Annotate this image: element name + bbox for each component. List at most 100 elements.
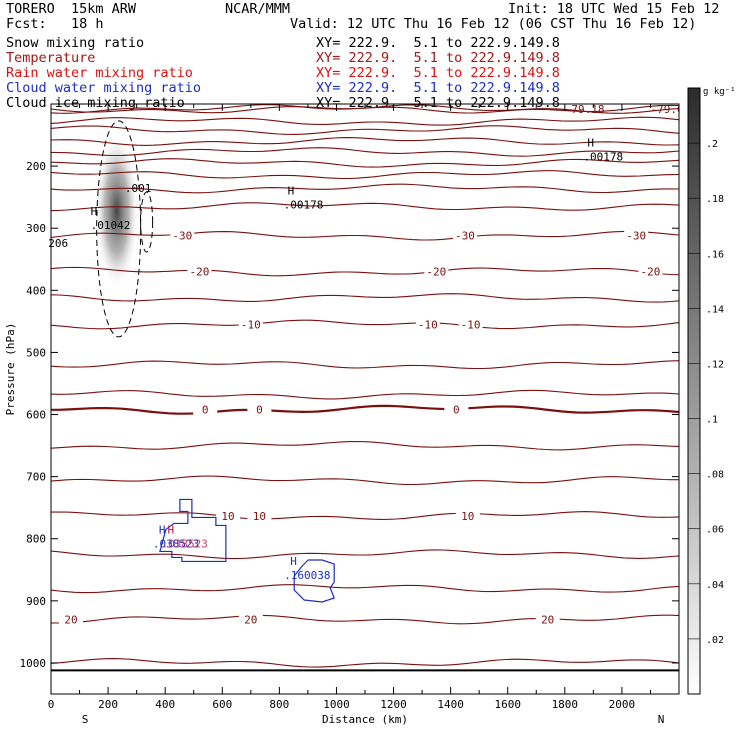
cloud-water-max-marker: H: [290, 555, 297, 568]
ice-max-value: .00178: [583, 151, 623, 164]
isotherm-label-bg: [624, 229, 649, 242]
x-tick-label: 800: [269, 698, 289, 711]
isotherm-label-bg: [444, 403, 469, 416]
isotherm-line: [51, 137, 679, 146]
x-tick-label: 1400: [437, 698, 464, 711]
isotherm-label-bg: [535, 613, 560, 626]
isotherm-line: [51, 293, 679, 303]
isotherm-label: 10: [253, 510, 266, 523]
x-tick-label: 1600: [494, 698, 521, 711]
isotherm-label: 0: [202, 404, 209, 417]
isotherm-line: [51, 158, 679, 168]
isotherm-label-bg: [187, 265, 212, 278]
y-axis-label: Pressure (hPa): [4, 323, 17, 416]
isotherm-label: 20: [541, 613, 554, 626]
x-tick-label: 0: [48, 698, 55, 711]
isotherm-label: 0: [453, 404, 460, 417]
isotherm-label-bg: [238, 318, 263, 331]
cloud-water-max-value: .160038: [284, 569, 330, 582]
y-tick-label: 900: [26, 595, 46, 608]
legend-field-label: Cloud ice mixing ratio: [6, 95, 185, 111]
isotherm-line: [51, 266, 679, 277]
isotherm-line: [51, 230, 679, 241]
isotherm-line: [51, 404, 679, 415]
isotherm-line: [51, 549, 679, 560]
isotherm-line: [51, 658, 679, 668]
colorbar: [687, 87, 701, 695]
isotherm-line: [51, 147, 679, 157]
colorbar-unit: g kg⁻¹: [703, 87, 736, 97]
legend-field-label: Snow mixing ratio: [6, 35, 145, 51]
legend-field-label: Cloud water mixing ratio: [6, 80, 202, 96]
y-tick-label: 500: [26, 346, 46, 359]
isotherm-line: [51, 475, 679, 486]
isotherm-label-bg: [458, 318, 483, 331]
snow-contour-label: 206: [48, 237, 68, 250]
isotherm-line: [51, 183, 679, 194]
isotherm-label: -30: [172, 230, 192, 243]
model-name: TORERO 15km ARW: [6, 1, 137, 17]
isotherm-label: 0: [256, 404, 263, 417]
isotherm-label: 20: [64, 613, 77, 626]
y-tick-label: 800: [26, 533, 46, 546]
isotherm-line: [51, 202, 679, 212]
x-tick-label: 1000: [323, 698, 350, 711]
isotherm-label: -10: [418, 318, 438, 331]
legend-field-xy: XY= 222.9. 5.1 to 222.9.149.8: [316, 95, 560, 111]
x-tick-label: 1800: [552, 698, 579, 711]
isotherm-label: -10: [241, 318, 261, 331]
rain-max-value: .038523: [161, 538, 207, 551]
isotherm-label: 10: [221, 510, 234, 523]
isotherm-line: [51, 360, 679, 370]
isotherm-line: [51, 389, 679, 400]
x-tick-label: 1200: [380, 698, 407, 711]
colorbar-tick-label: .06: [706, 525, 724, 536]
isotherm-label: -30: [626, 230, 646, 243]
legend-field-xy: XY= 222.9. 5.1 to 222.9.149.8: [316, 50, 560, 66]
isotherm-label: -20: [426, 266, 446, 279]
cloud-water-contour: [159, 498, 227, 563]
y-tick-label: 300: [26, 222, 46, 235]
isotherm-label-bg: [415, 318, 440, 331]
isotherm-label-bg: [247, 509, 272, 522]
colorbar-tick-label: .1: [706, 415, 718, 426]
colorbar-tick-label: .18: [706, 194, 724, 205]
snow-contour-label: .001: [125, 182, 152, 195]
snow-contour: [140, 191, 154, 253]
cloud-water-max-value: .038523: [153, 538, 199, 551]
isotherm-label: 20: [244, 613, 257, 626]
y-tick-label: 400: [26, 284, 46, 297]
colorbar-tick-label: .14: [706, 304, 724, 315]
isotherm-label: -20: [641, 266, 661, 279]
isotherm-label: -79.68: [650, 103, 690, 116]
isotherm-line: [51, 104, 679, 114]
isotherm-label: -10: [461, 318, 481, 331]
isotherm-label-bg: [58, 613, 83, 626]
x-axis-label: Distance (km): [322, 713, 408, 726]
x-tick-label: 400: [155, 698, 175, 711]
y-tick-label: 200: [26, 160, 46, 173]
init-time: Init: 18 UTC Wed 15 Feb 12: [508, 1, 720, 17]
colorbar-tick-label: .02: [706, 635, 724, 646]
ice-max-marker: H: [587, 137, 594, 150]
isotherm-label-bg: [193, 403, 218, 416]
isotherm-label-bg: [238, 613, 263, 626]
south-endpoint-label: S: [82, 713, 89, 726]
x-tick-label: 200: [98, 698, 118, 711]
isotherm-line: [51, 170, 679, 180]
forecast-hour: Fcst: 18 h: [6, 16, 104, 32]
isotherm-line: [51, 319, 679, 330]
isotherm-line: [51, 511, 679, 520]
legend-field-xy: XY= 222.9. 5.1 to 222.9.149.8: [316, 80, 560, 96]
legend-field-xy: XY= 222.9. 5.1 to 222.9.149.8: [316, 65, 560, 81]
snow-contour: [96, 120, 142, 338]
isotherm-line: [51, 116, 679, 126]
isotherm-label: 10: [461, 510, 474, 523]
legend-field-label: Temperature: [6, 50, 96, 66]
isotherm-label-bg: [247, 403, 272, 416]
isotherm-line: [51, 614, 679, 625]
snow-max-value: .01042: [91, 219, 131, 232]
north-endpoint-label: N: [658, 713, 665, 726]
isotherm-line: [51, 584, 679, 594]
